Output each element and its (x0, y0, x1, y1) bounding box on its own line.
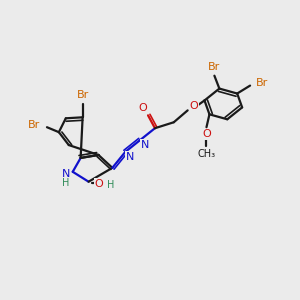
Text: Br: Br (256, 78, 268, 88)
Text: N: N (61, 169, 70, 179)
Text: CH₃: CH₃ (197, 149, 215, 159)
Text: H: H (107, 180, 114, 190)
Text: Br: Br (28, 120, 40, 130)
Text: Br: Br (208, 62, 220, 72)
Text: O: O (202, 129, 211, 139)
Text: Br: Br (76, 89, 89, 100)
Text: O: O (139, 103, 147, 113)
Text: H: H (62, 178, 70, 188)
Text: N: N (126, 152, 134, 162)
Text: O: O (94, 179, 103, 189)
Text: O: O (189, 101, 198, 111)
Text: N: N (141, 140, 149, 150)
